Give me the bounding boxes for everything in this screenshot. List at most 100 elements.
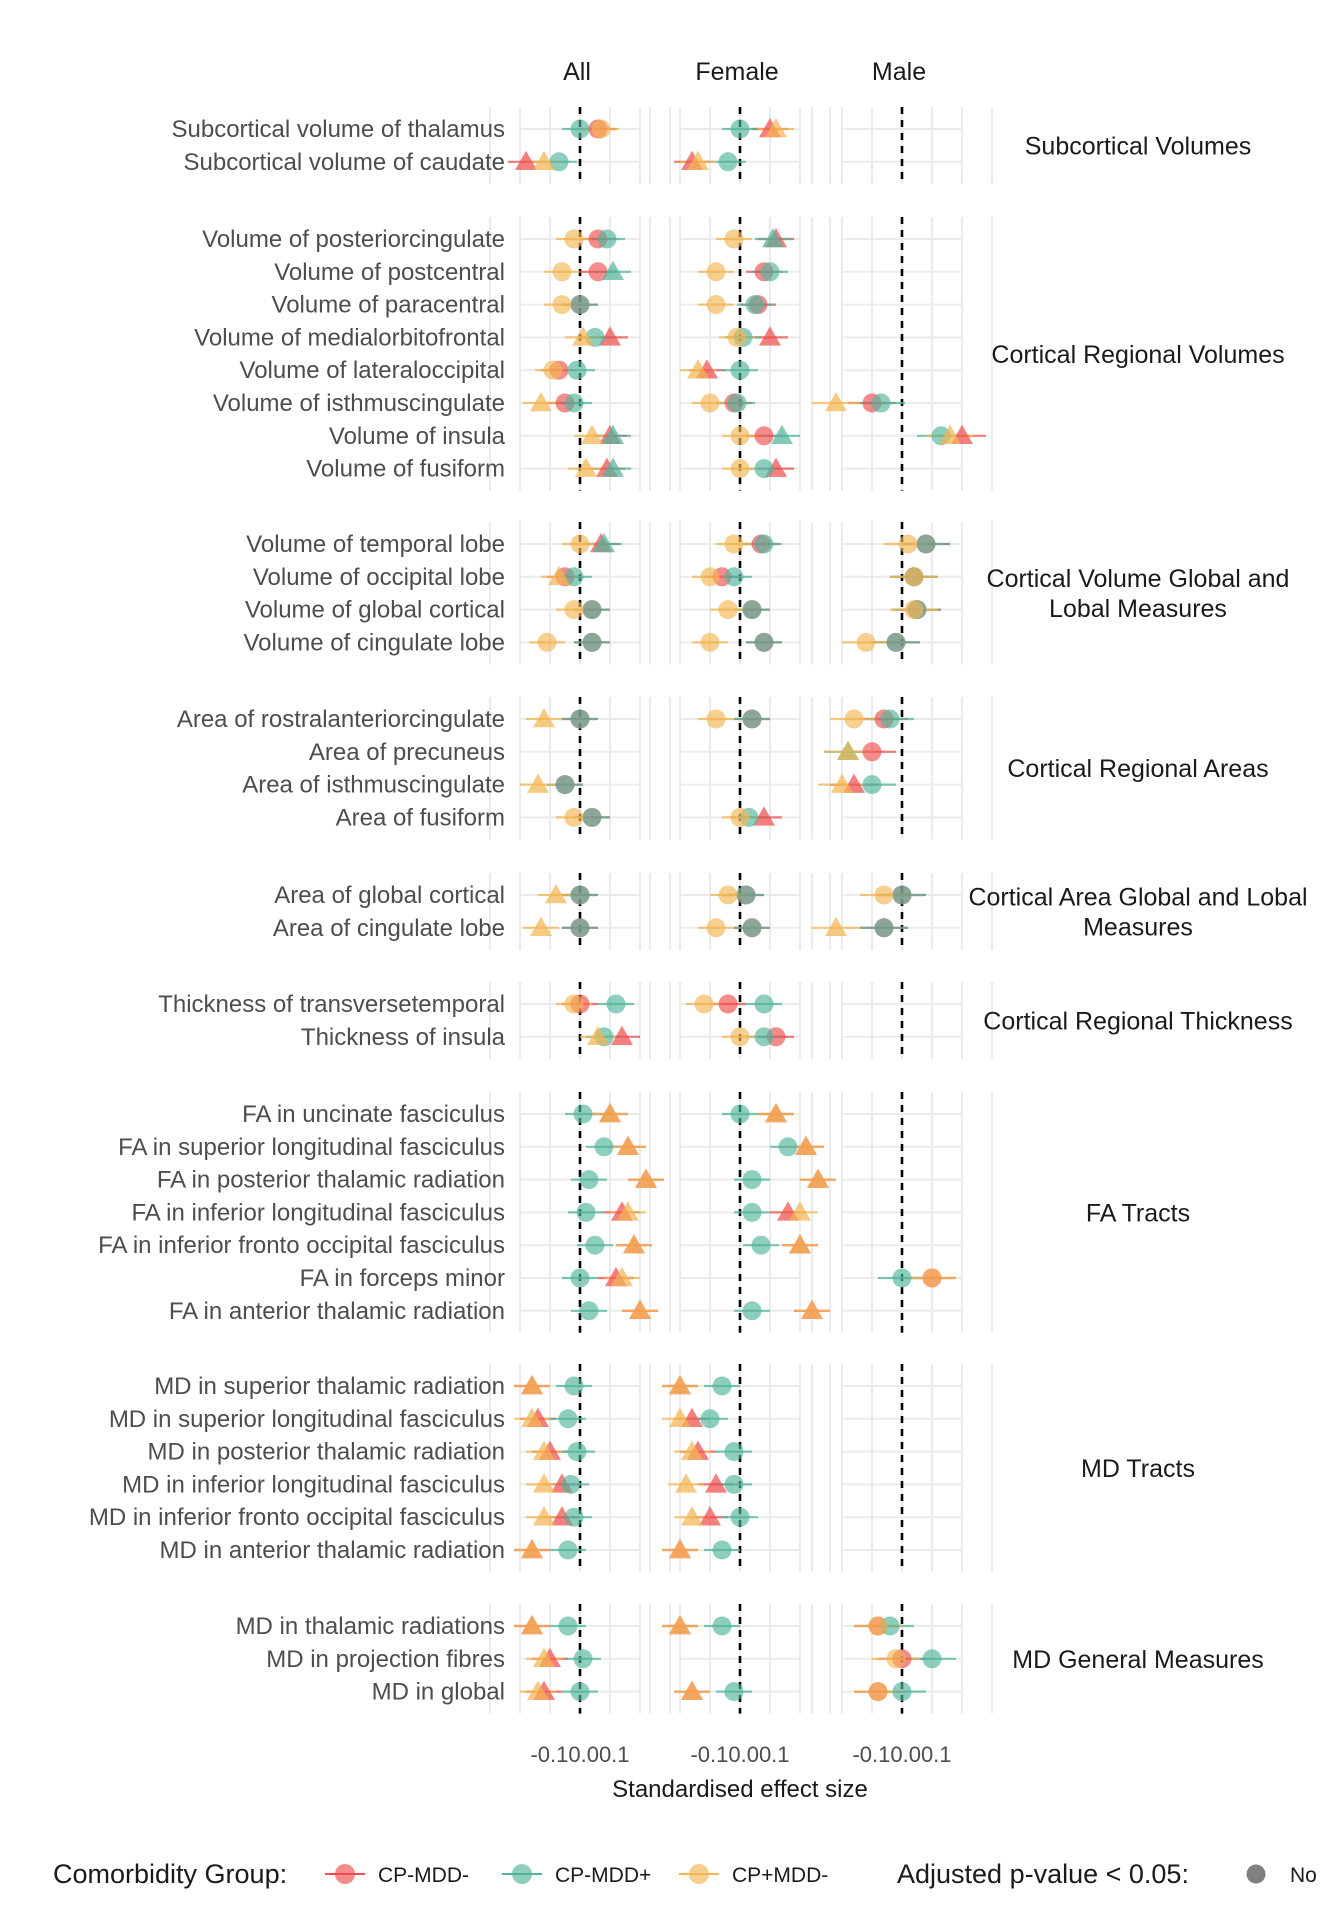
point-estimate bbox=[730, 459, 750, 479]
point-estimate bbox=[754, 632, 774, 652]
point-estimate bbox=[712, 1540, 732, 1560]
point-estimate bbox=[537, 632, 557, 652]
point-estimate-significant bbox=[530, 916, 552, 937]
point-estimate bbox=[552, 295, 572, 315]
point-estimate bbox=[558, 1540, 578, 1560]
row-label: Subcortical volume of thalamus bbox=[172, 116, 506, 143]
point-estimate bbox=[718, 885, 738, 905]
point-estimate bbox=[549, 152, 569, 172]
point-estimate-significant bbox=[593, 533, 615, 553]
panel-title: Cortical Area Global and Lobal bbox=[968, 883, 1307, 911]
legend-label: CP-MDD+ bbox=[555, 1864, 651, 1887]
point-estimate bbox=[564, 994, 584, 1014]
row-label: Area of global cortical bbox=[274, 882, 505, 909]
point-estimate bbox=[730, 426, 750, 446]
point-estimate-significant bbox=[681, 1680, 703, 1700]
row-label: Volume of fusiform bbox=[306, 456, 505, 483]
point-estimate bbox=[564, 393, 584, 413]
point-estimate-significant bbox=[575, 457, 597, 477]
point-estimate bbox=[567, 1442, 587, 1462]
point-estimate bbox=[564, 807, 584, 827]
row-label: MD in superior longitudinal fasciculus bbox=[109, 1406, 505, 1433]
point-estimate-significant bbox=[602, 424, 624, 445]
point-estimate bbox=[868, 1682, 888, 1702]
point-estimate-significant bbox=[533, 708, 555, 728]
point-estimate-significant bbox=[687, 150, 709, 171]
row-label: Subcortical volume of caudate bbox=[183, 149, 505, 176]
point-estimate bbox=[700, 1409, 720, 1429]
point-estimate bbox=[742, 600, 762, 620]
point-estimate-significant bbox=[521, 1539, 543, 1559]
point-estimate bbox=[700, 393, 720, 413]
point-estimate-significant bbox=[545, 884, 567, 904]
point-estimate-significant bbox=[611, 1267, 633, 1287]
point-estimate-significant bbox=[635, 1168, 657, 1188]
point-estimate-significant bbox=[795, 1135, 817, 1156]
point-estimate bbox=[706, 918, 726, 938]
point-estimate bbox=[570, 918, 590, 938]
point-estimate bbox=[570, 119, 590, 139]
point-estimate-significant bbox=[617, 1135, 639, 1156]
point-estimate bbox=[718, 152, 738, 172]
point-estimate bbox=[724, 1442, 744, 1462]
point-estimate bbox=[730, 1027, 750, 1047]
row-label: MD in posterior thalamic radiation bbox=[148, 1439, 505, 1466]
point-estimate bbox=[724, 1474, 744, 1494]
row-label: Volume of global cortical bbox=[245, 597, 505, 624]
row-label: Volume of posteriorcingulate bbox=[202, 226, 505, 253]
point-estimate bbox=[591, 119, 611, 139]
point-estimate-significant bbox=[753, 806, 775, 826]
legend-key-point bbox=[1246, 1864, 1266, 1884]
point-estimate-significant bbox=[611, 1025, 633, 1046]
point-estimate-significant bbox=[669, 1407, 691, 1428]
point-estimate-significant bbox=[533, 1506, 555, 1526]
point-estimate bbox=[754, 994, 774, 1014]
point-estimate bbox=[570, 1682, 590, 1702]
row-label: MD in inferior fronto occipital fascicul… bbox=[89, 1504, 505, 1531]
point-estimate bbox=[561, 1474, 581, 1494]
column-header-female: Female bbox=[695, 58, 778, 86]
point-estimate-significant bbox=[801, 1299, 823, 1320]
point-estimate bbox=[730, 807, 750, 827]
point-estimate-significant bbox=[705, 1473, 727, 1493]
row-label: FA in forceps minor bbox=[300, 1265, 505, 1292]
point-estimate bbox=[579, 1301, 599, 1321]
point-estimate-significant bbox=[789, 1201, 811, 1221]
row-label: Thickness of insula bbox=[301, 1024, 506, 1051]
point-estimate bbox=[754, 426, 774, 446]
row-label: Volume of isthmuscingulate bbox=[213, 390, 505, 417]
point-estimate bbox=[558, 1616, 578, 1636]
row-label: Volume of medialorbitofrontal bbox=[194, 324, 505, 351]
point-estimate bbox=[570, 295, 590, 315]
row-label: Volume of postcentral bbox=[274, 259, 505, 286]
point-estimate-significant bbox=[831, 773, 853, 793]
legend-key-point bbox=[689, 1864, 709, 1884]
point-estimate bbox=[754, 459, 774, 479]
point-estimate bbox=[570, 1268, 590, 1288]
point-estimate-significant bbox=[669, 1615, 691, 1635]
row-label: FA in posterior thalamic radiation bbox=[157, 1167, 505, 1194]
point-estimate-significant bbox=[762, 228, 784, 248]
point-estimate-significant bbox=[765, 1103, 787, 1123]
point-estimate bbox=[724, 229, 744, 249]
point-estimate bbox=[582, 632, 602, 652]
legend-title-significance: Adjusted p-value < 0.05: bbox=[897, 1859, 1189, 1889]
point-estimate bbox=[582, 600, 602, 620]
row-label: Volume of lateraloccipital bbox=[240, 357, 505, 384]
point-estimate-significant bbox=[825, 916, 847, 937]
row-label: MD in anterior thalamic radiation bbox=[160, 1537, 505, 1564]
point-estimate bbox=[564, 567, 584, 587]
point-estimate-significant bbox=[681, 1440, 703, 1460]
point-estimate bbox=[922, 1649, 942, 1669]
point-estimate-significant bbox=[602, 260, 624, 281]
point-estimate-significant bbox=[527, 773, 549, 793]
point-estimate-significant bbox=[521, 1615, 543, 1635]
panel-title: Measures bbox=[1083, 913, 1193, 941]
point-estimate-significant bbox=[759, 326, 781, 346]
point-estimate bbox=[904, 600, 924, 620]
point-estimate-significant bbox=[699, 1506, 721, 1526]
point-estimate bbox=[871, 393, 891, 413]
point-estimate bbox=[751, 1235, 771, 1255]
row-label: Area of isthmuscingulate bbox=[242, 772, 505, 799]
